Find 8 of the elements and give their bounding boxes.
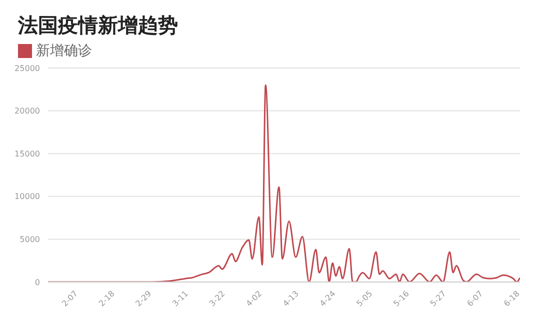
chart-title: 法国疫情新增趋势	[16, 12, 179, 39]
y-tick-label: 0	[34, 278, 40, 287]
y-tick-label: 25000	[14, 64, 40, 73]
legend-label: 新增确诊	[36, 43, 92, 59]
y-tick-label: 15000	[14, 149, 40, 158]
y-tick-label: 20000	[14, 106, 40, 116]
y-tick-label: 5000	[20, 235, 40, 244]
y-tick-label: 10000	[14, 192, 40, 202]
